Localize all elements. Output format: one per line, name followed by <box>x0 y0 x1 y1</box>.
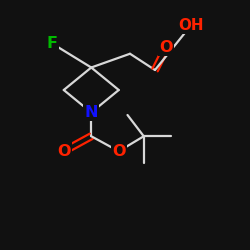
Text: N: N <box>84 105 98 120</box>
Text: O: O <box>57 144 70 159</box>
Text: O: O <box>160 40 173 55</box>
Text: OH: OH <box>178 18 204 32</box>
Text: F: F <box>47 36 58 51</box>
Text: O: O <box>112 144 126 159</box>
